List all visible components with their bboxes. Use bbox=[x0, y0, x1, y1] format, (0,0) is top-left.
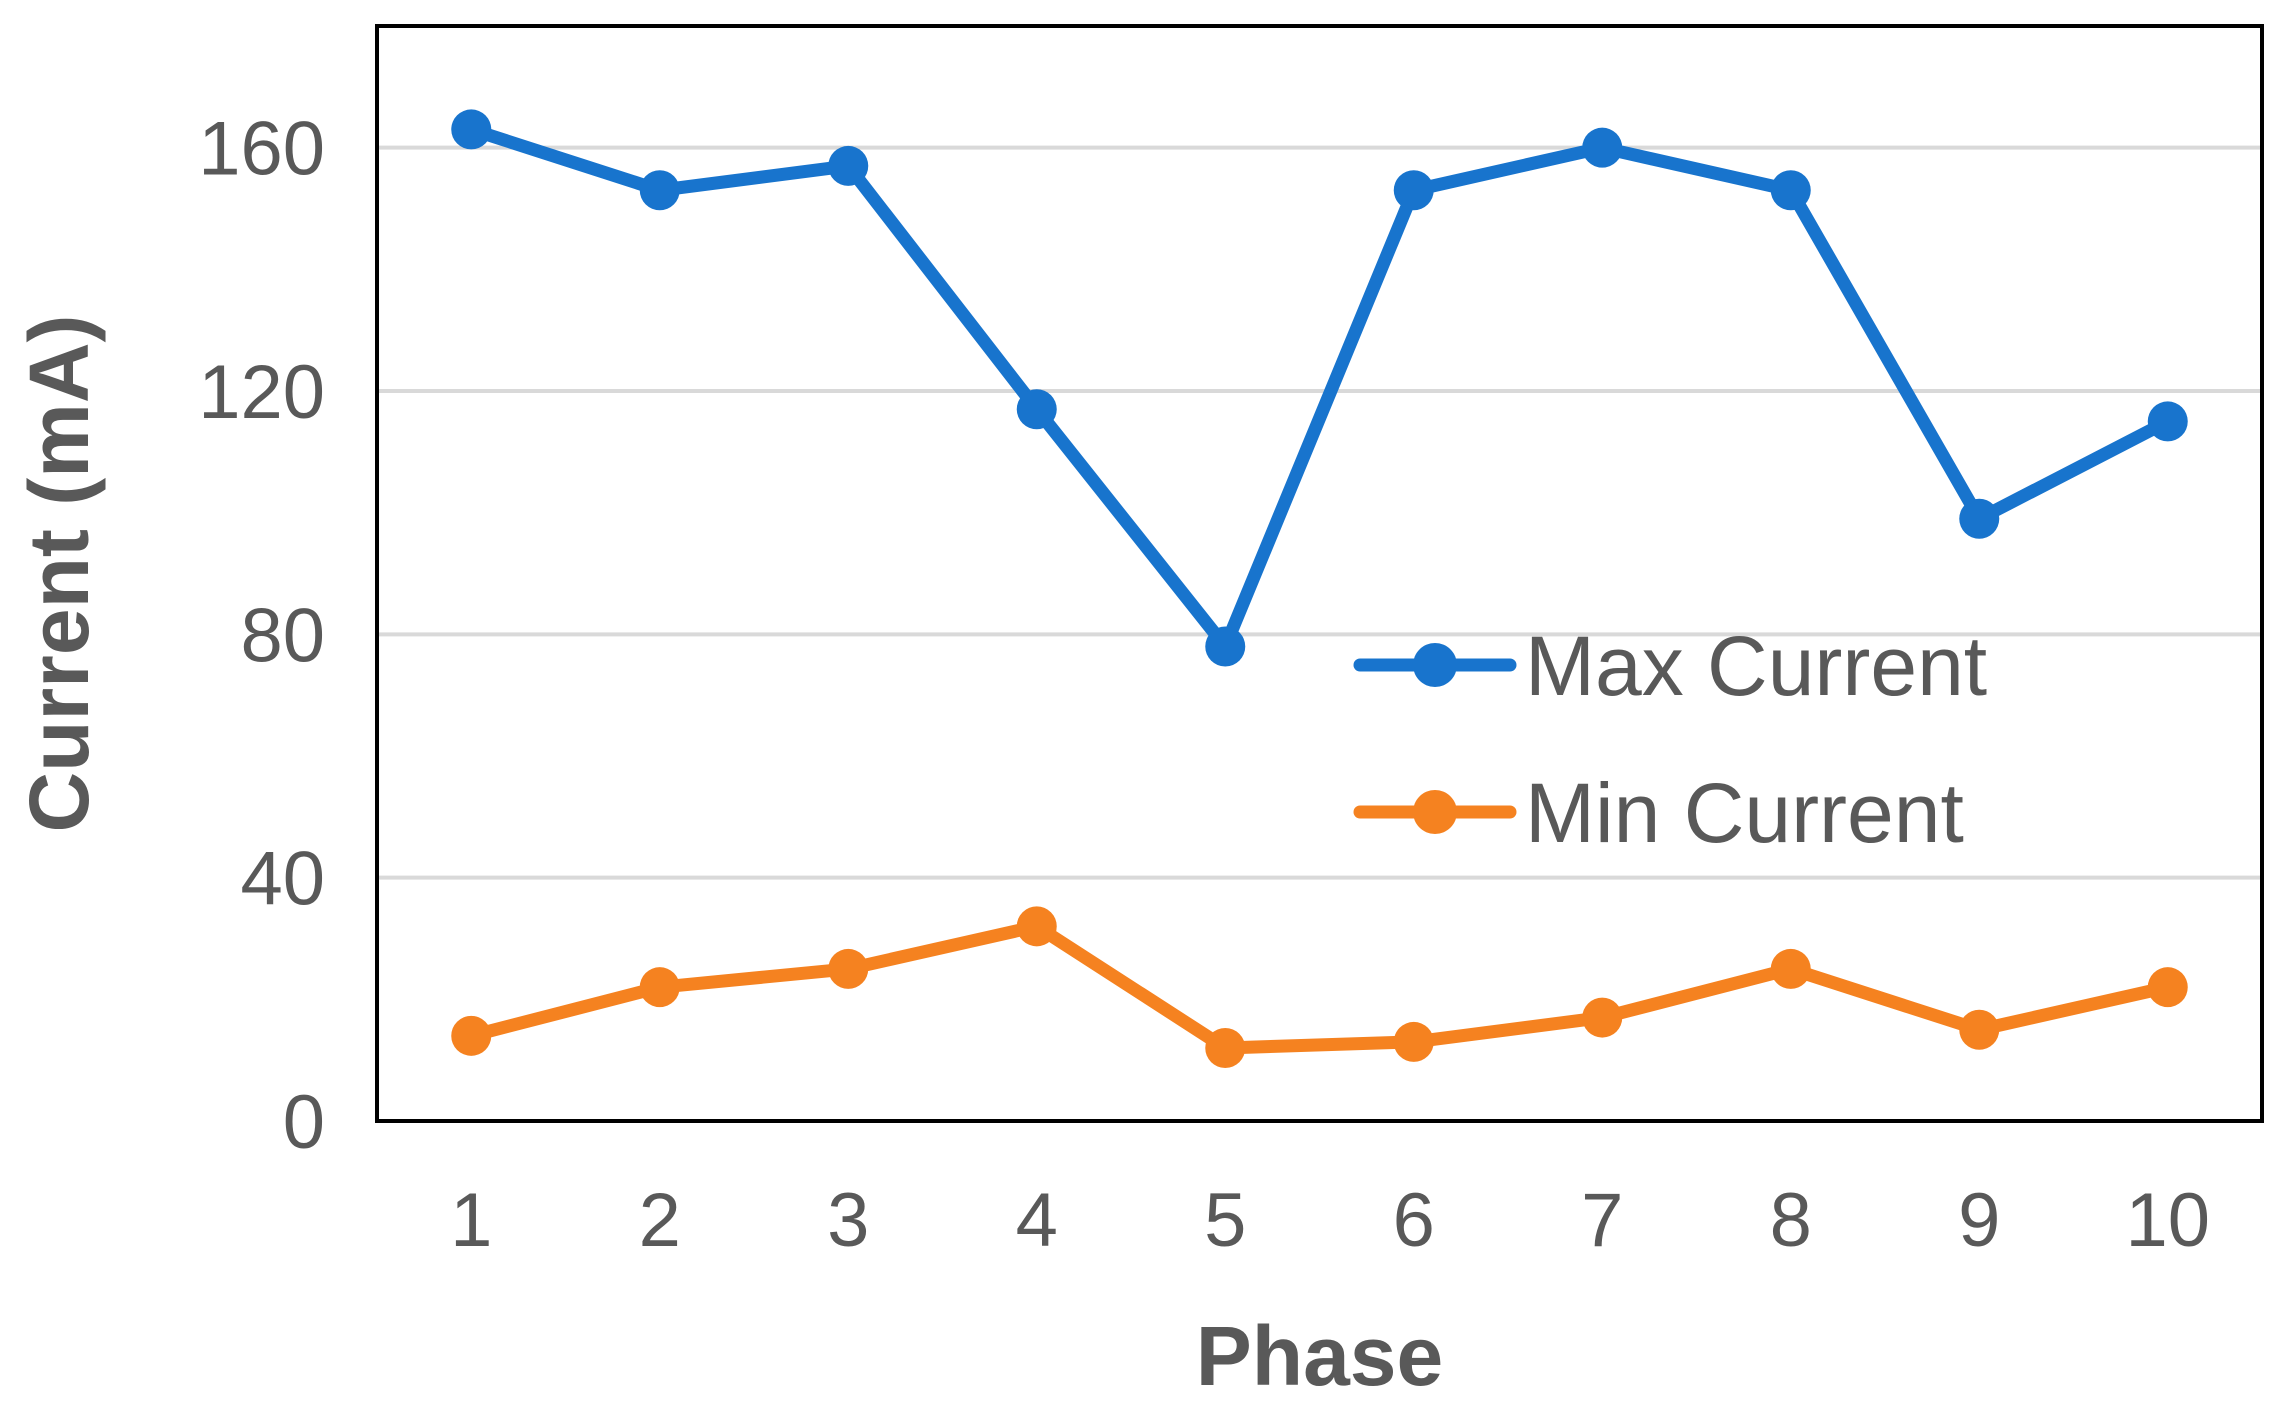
x-axis-title: Phase bbox=[1196, 1309, 1444, 1403]
y-axis-title: Current (mA) bbox=[12, 315, 106, 833]
data-point bbox=[1205, 1028, 1246, 1068]
legend: Max Current Min Current bbox=[1353, 619, 1987, 860]
series-group bbox=[451, 109, 2188, 1068]
x-axis-ticks: 1 2 3 4 5 6 7 8 9 10 bbox=[450, 1178, 2210, 1263]
legend-swatch-marker bbox=[1413, 790, 1457, 834]
y-tick-label: 160 bbox=[198, 107, 325, 192]
data-point bbox=[639, 967, 680, 1008]
legend-item: Max Current bbox=[1353, 619, 1987, 713]
legend-item: Min Current bbox=[1353, 766, 1964, 860]
data-point bbox=[2147, 401, 2188, 442]
legend-swatch-marker bbox=[1413, 643, 1457, 687]
x-tick-label: 6 bbox=[1393, 1178, 1435, 1263]
data-point bbox=[451, 1015, 492, 1056]
data-point bbox=[1770, 948, 1811, 989]
x-tick-label: 7 bbox=[1581, 1178, 1623, 1263]
x-tick-label: 8 bbox=[1770, 1178, 1812, 1263]
data-point bbox=[1016, 906, 1057, 947]
gridlines bbox=[377, 145, 2262, 880]
legend-label: Min Current bbox=[1525, 766, 1964, 860]
data-point bbox=[639, 170, 680, 211]
series-line bbox=[464, 919, 2175, 1055]
x-tick-label: 4 bbox=[1016, 1178, 1058, 1263]
x-tick-label: 1 bbox=[450, 1178, 492, 1263]
y-tick-label: 40 bbox=[240, 837, 325, 922]
data-point bbox=[828, 145, 869, 186]
y-axis-ticks: 0 40 80 120 160 bbox=[198, 107, 325, 1165]
y-tick-label: 80 bbox=[240, 593, 325, 678]
x-tick-label: 3 bbox=[827, 1178, 869, 1263]
x-tick-label: 5 bbox=[1204, 1178, 1246, 1263]
x-tick-label: 10 bbox=[2125, 1178, 2210, 1263]
data-point bbox=[1582, 127, 1623, 168]
legend-label: Max Current bbox=[1525, 619, 1987, 713]
series-1 bbox=[451, 109, 2188, 667]
data-point bbox=[1393, 1021, 1434, 1062]
x-tick-label: 9 bbox=[1958, 1178, 2000, 1263]
data-point bbox=[2147, 967, 2188, 1008]
data-point bbox=[828, 948, 869, 989]
data-point bbox=[1770, 170, 1811, 211]
x-tick-label: 2 bbox=[639, 1178, 681, 1263]
data-point bbox=[1959, 498, 2000, 539]
data-point bbox=[451, 109, 492, 150]
data-point bbox=[1582, 997, 1623, 1038]
data-point bbox=[1016, 389, 1057, 430]
series-2 bbox=[451, 906, 2188, 1068]
series-line bbox=[464, 122, 2175, 653]
y-tick-label: 0 bbox=[283, 1080, 325, 1165]
y-tick-label: 120 bbox=[198, 350, 325, 435]
data-point bbox=[1393, 170, 1434, 211]
data-point bbox=[1959, 1009, 2000, 1050]
data-point bbox=[1205, 626, 1246, 667]
plot-area-frame bbox=[375, 24, 2264, 1123]
